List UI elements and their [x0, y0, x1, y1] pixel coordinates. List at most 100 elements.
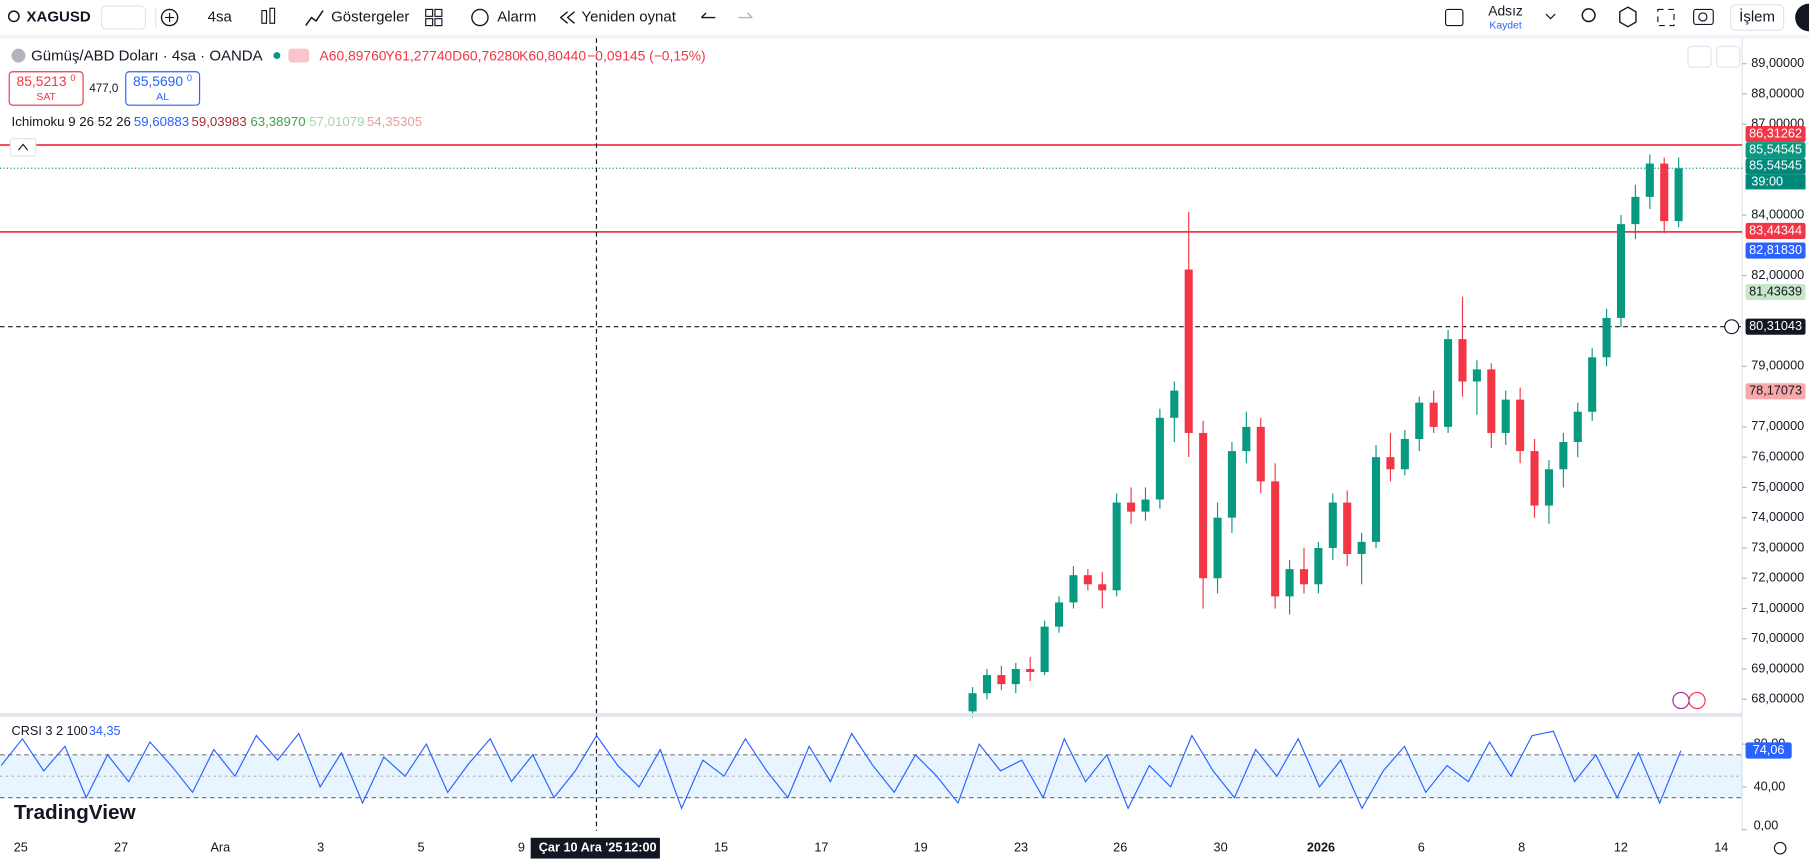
price-badge [1745, 284, 1806, 301]
y-tick-label: 79,00000 [1751, 359, 1804, 373]
replay-icon[interactable] [559, 11, 575, 24]
countdown: 39:00 [1751, 174, 1783, 188]
templates-icon[interactable] [425, 8, 434, 17]
x-tick-label: 30 [1214, 841, 1228, 855]
market-status [273, 52, 281, 60]
legend-title: Gümüş/ABD Doları · 4sa · OANDA [31, 48, 262, 65]
candle-body [997, 675, 1006, 685]
candle-body [1371, 457, 1381, 542]
ichimoku-value: 59,60883 [134, 114, 189, 129]
candle-body [1631, 196, 1640, 225]
price-badge [1745, 125, 1806, 143]
fullscreen-icon[interactable] [1657, 8, 1675, 27]
alarm-icon[interactable] [471, 8, 489, 27]
price-badge [1745, 383, 1806, 400]
candle-body [1501, 399, 1510, 433]
x-tick-label: 12 [1614, 841, 1628, 855]
sell-button[interactable] [8, 71, 84, 106]
buy-button[interactable] [125, 71, 201, 106]
undo-icon[interactable] [700, 12, 716, 19]
candle-body [1458, 339, 1467, 382]
candle-body [1530, 451, 1539, 506]
price-badge-label: 83,44344 [1749, 223, 1802, 237]
pane-maximize-button[interactable] [1716, 45, 1741, 68]
legend-change: −0,09145 (−0,15%) [587, 47, 705, 63]
candle-body [1069, 575, 1078, 603]
price-badge [1745, 318, 1806, 335]
candle-body [1242, 426, 1251, 452]
alarm-button[interactable]: Alarm [497, 8, 536, 25]
replay-button[interactable]: Yeniden oynat [581, 8, 676, 25]
crsi-last-label: 74,06 [1753, 743, 1785, 757]
y-tick-label: 77,00000 [1751, 419, 1804, 433]
quick-search-icon[interactable] [1581, 8, 1596, 23]
symbol[interactable]: XAGUSD [27, 8, 91, 25]
axis-settings-icon[interactable] [1773, 841, 1787, 855]
snapshot-icon[interactable] [1693, 8, 1714, 26]
y-tick-label: 74,00000 [1751, 510, 1804, 524]
trade-button-frame[interactable] [1729, 4, 1785, 31]
events-icon[interactable] [1688, 691, 1706, 710]
x-tick-label: 27 [114, 841, 128, 855]
candle-body [1472, 369, 1481, 382]
pane-down-button[interactable] [1687, 45, 1712, 68]
snapshot-icon [1698, 12, 1708, 22]
candle-body [1602, 317, 1611, 358]
avatar[interactable] [1795, 3, 1809, 32]
y-tick-label: 72,00000 [1751, 571, 1804, 585]
candle-body [1112, 502, 1121, 591]
layout-icon[interactable] [1445, 8, 1464, 27]
y-tick-label: 89,00000 [1751, 56, 1804, 70]
settings-icon[interactable] [1619, 6, 1637, 28]
candle-body [968, 693, 977, 712]
legend-low: D60,76280 [452, 47, 520, 63]
indicators-button[interactable]: Göstergeler [331, 8, 409, 25]
chart-type-icon[interactable] [261, 10, 268, 24]
crosshair-date: Çar 10 Ara '25 [539, 841, 623, 855]
candle-body [1415, 402, 1424, 439]
x-tick-label: 5 [418, 841, 425, 855]
price-badge-label: 85,54545 [1749, 143, 1802, 157]
collapse-icon [18, 143, 29, 151]
y-tick-label: 82,00000 [1751, 268, 1804, 282]
price-badge-label: 85,54545 [1749, 159, 1802, 173]
x-tick-label: 14 [1714, 841, 1728, 855]
candle-body [1127, 502, 1136, 512]
layout-name[interactable]: Adsız [1488, 2, 1523, 18]
trade-button[interactable]: İşlem [1739, 7, 1775, 25]
layout-dropdown[interactable] [1545, 13, 1556, 20]
price-pane: 89,0000088,0000087,0000084,0000082,00000… [0, 38, 1806, 868]
candle-body [1573, 411, 1582, 443]
collapse-button[interactable] [9, 138, 37, 157]
events-icon[interactable] [1672, 691, 1690, 710]
account-button[interactable] [100, 5, 146, 30]
candle-body [1155, 417, 1164, 500]
indicators-icon[interactable] [305, 10, 324, 27]
x-tick-label: 8 [1518, 841, 1525, 855]
x-tick-label: 26 [1113, 841, 1127, 855]
save-label[interactable]: Kaydet [1489, 20, 1521, 31]
ichimoku-value: 59,03983 [192, 114, 247, 129]
templates-icon [434, 8, 443, 17]
toolbar-border [0, 34, 1809, 39]
candle-body [1213, 517, 1222, 579]
interval[interactable]: 4sa [208, 8, 233, 25]
buy-label: AL [156, 92, 169, 103]
x-tick-label: 6 [1418, 841, 1425, 855]
candle-body [1256, 426, 1265, 482]
ichimoku-value: 54,35305 [367, 114, 422, 129]
price-badge [1745, 242, 1806, 259]
crosshair-time-badge [530, 837, 660, 859]
candle-body [1645, 163, 1654, 197]
crsi-title: CRSI 3 2 100 [12, 724, 88, 738]
logo: TradingView [14, 801, 137, 824]
candle-body [1199, 432, 1208, 579]
search-icon[interactable] [7, 10, 20, 23]
y-tick-label: 75,00000 [1751, 480, 1804, 494]
x-tick-label: 19 [914, 841, 928, 855]
templates-icon [425, 18, 434, 27]
candle-body [1011, 669, 1020, 685]
add-symbol-icon[interactable] [160, 8, 179, 27]
sell-price-fraction: 0 [70, 73, 75, 83]
